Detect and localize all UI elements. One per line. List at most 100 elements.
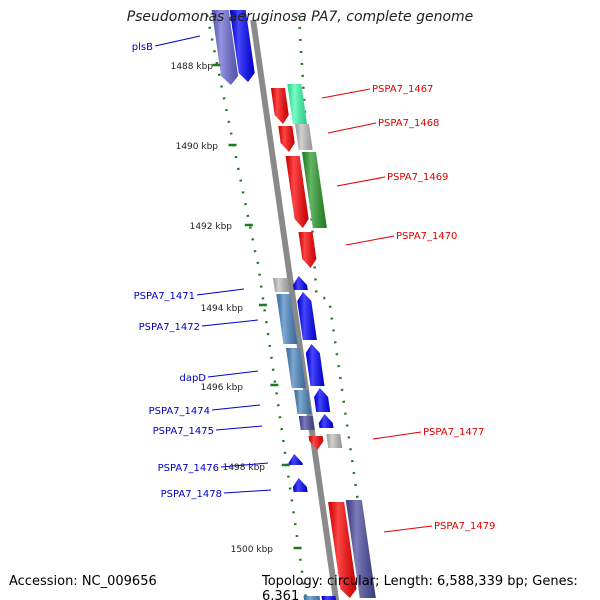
gene-arrow-shading <box>308 436 324 450</box>
gene-arrow-shading <box>295 124 313 150</box>
left-gene-labels: plsB PSPA7_1471 PSPA7_1472 dapD PSPA7_14… <box>132 35 272 500</box>
gene-arrow-shading <box>229 10 255 82</box>
gene-label-text[interactable]: PSPA7_1469 <box>387 172 448 183</box>
leader-line <box>345 235 395 246</box>
gene-label-pspa7-1477[interactable]: PSPA7_1477 <box>372 427 484 440</box>
gene-features <box>211 10 376 600</box>
gene-feature-gene-1468-gray[interactable] <box>295 124 313 150</box>
gene-feature-gene-1471-blue[interactable] <box>293 276 308 290</box>
gene-arrow-shading <box>276 294 298 344</box>
gene-feature-dapD-steel[interactable] <box>286 348 306 388</box>
gene-label-pspa7-1471[interactable]: PSPA7_1471 <box>134 288 245 302</box>
gene-feature-gene-1468-red[interactable] <box>278 126 295 152</box>
leader-line <box>201 319 259 327</box>
gene-arrow-shading <box>211 10 239 85</box>
gene-arrow-shading <box>298 232 317 268</box>
scale-label-1498: 1498 kbp <box>223 463 266 473</box>
leader-line <box>211 404 261 411</box>
gene-feature-plsB-gene-dark[interactable] <box>211 10 239 85</box>
gene-feature-gene-1472-blue[interactable] <box>297 292 317 340</box>
gene-label-text[interactable]: PSPA7_1471 <box>134 291 195 302</box>
gene-label-text[interactable]: PSPA7_1477 <box>423 427 484 438</box>
gene-feature-gene-1471-gray[interactable] <box>273 278 289 292</box>
accession-text: Accession: NC_009656 <box>9 574 157 589</box>
gene-feature-gene-1469-red[interactable] <box>285 156 309 228</box>
gene-arrow-shading <box>303 596 321 600</box>
gene-arrow-shading <box>298 416 315 430</box>
gene-arrow-shading <box>345 500 376 598</box>
gene-label-text[interactable]: plsB <box>132 42 153 53</box>
backbone-line <box>250 20 340 600</box>
scale-label-1488: 1488 kbp <box>171 62 214 72</box>
topology-summary-text: Topology: circular; Length: 6,588,339 bp… <box>262 574 578 600</box>
gene-label-pspa7-1475[interactable]: PSPA7_1475 <box>153 425 263 437</box>
gene-arrow-shading <box>293 276 308 290</box>
gene-feature-gene-1479-navy[interactable] <box>345 500 376 598</box>
gene-label-text[interactable]: PSPA7_1467 <box>372 84 433 95</box>
scale-label-1496: 1496 kbp <box>201 383 244 393</box>
gene-label-pspa7-1472[interactable]: PSPA7_1472 <box>139 319 259 333</box>
gene-arrow-shading <box>314 388 331 412</box>
leader-line <box>321 88 371 99</box>
gene-feature-plsB-gene-blue[interactable] <box>229 10 255 82</box>
gene-arrow-shading <box>288 454 303 465</box>
gene-feature-gene-1479-red[interactable] <box>328 502 357 598</box>
gene-label-pspa7-1478[interactable]: PSPA7_1478 <box>161 489 272 500</box>
gene-feature-gene-1470-red[interactable] <box>298 232 317 268</box>
gene-label-text[interactable]: PSPA7_1479 <box>434 521 495 532</box>
gene-feature-gene-1475-blue[interactable] <box>318 414 334 428</box>
gene-feature-gene-1477-red[interactable] <box>308 436 324 450</box>
gene-feature-gene-1469-green[interactable] <box>302 152 327 228</box>
leader-line <box>327 122 377 134</box>
leader-line <box>220 462 269 468</box>
gene-label-pspa7-1474[interactable]: PSPA7_1474 <box>149 404 261 417</box>
leader-line <box>215 425 263 431</box>
gene-label-text[interactable]: PSPA7_1470 <box>396 231 457 242</box>
right-gene-labels: PSPA7_1467 PSPA7_1468 PSPA7_1469 PSPA7_1… <box>321 84 495 533</box>
leader-line <box>223 489 272 494</box>
gene-label-pspa7-1479[interactable]: PSPA7_1479 <box>383 521 495 533</box>
gene-label-text[interactable]: dapD <box>179 373 206 384</box>
gene-feature-gene-1474-steel[interactable] <box>294 390 312 414</box>
gene-arrow-shading <box>294 390 312 414</box>
gene-arrow-shading <box>321 596 337 600</box>
gene-feature-dapD-blue[interactable] <box>305 344 325 386</box>
gene-arrow-shading <box>285 156 309 228</box>
gene-label-text[interactable]: PSPA7_1468 <box>378 118 439 129</box>
gene-label-text[interactable]: PSPA7_1475 <box>153 426 214 437</box>
gene-label-plsB[interactable]: plsB <box>132 35 201 53</box>
gene-label-dapD[interactable]: dapD <box>179 370 259 384</box>
gene-feature-gene-1467-red[interactable] <box>270 88 289 124</box>
gene-label-text[interactable]: PSPA7_1472 <box>139 322 200 333</box>
gene-label-pspa7-1469[interactable]: PSPA7_1469 <box>336 172 448 187</box>
leader-line <box>196 288 245 296</box>
genome-backbone <box>250 20 340 600</box>
gene-label-pspa7-1476[interactable]: PSPA7_1476 <box>158 462 269 474</box>
gene-label-text[interactable]: PSPA7_1474 <box>149 406 210 417</box>
gene-feature-gene-1476-blue[interactable] <box>288 454 303 465</box>
gene-feature-gene-1475-navy[interactable] <box>298 416 315 430</box>
gene-feature-gene-1472-steel[interactable] <box>276 294 298 344</box>
gene-label-pspa7-1470[interactable]: PSPA7_1470 <box>345 231 457 246</box>
gene-feature-next-gene-blue[interactable] <box>321 596 338 600</box>
leader-line <box>372 431 422 440</box>
gene-arrow-shading <box>286 348 306 388</box>
gene-label-pspa7-1467[interactable]: PSPA7_1467 <box>321 84 433 99</box>
scale-label-1492: 1492 kbp <box>190 222 233 232</box>
gene-arrow-shading <box>326 434 343 448</box>
gene-label-text[interactable]: PSPA7_1476 <box>158 463 219 474</box>
gene-arrow-shading <box>302 152 327 228</box>
map-title: Pseudomonas aeruginosa PA7, complete gen… <box>126 9 474 25</box>
gene-label-pspa7-1468[interactable]: PSPA7_1468 <box>327 118 439 134</box>
scale-label-1490: 1490 kbp <box>176 142 219 152</box>
gene-label-text[interactable]: PSPA7_1478 <box>161 489 222 500</box>
gene-feature-gene-1478-blue[interactable] <box>292 478 308 492</box>
leader-line <box>207 370 259 378</box>
gene-feature-gene-1477-gray[interactable] <box>326 434 343 448</box>
gene-feature-gene-1467-mint[interactable] <box>287 84 307 124</box>
gene-feature-gene-1474-blue[interactable] <box>314 388 331 412</box>
gene-feature-next-gene-steel[interactable] <box>303 596 322 600</box>
scale-label-1500: 1500 kbp <box>231 545 274 555</box>
